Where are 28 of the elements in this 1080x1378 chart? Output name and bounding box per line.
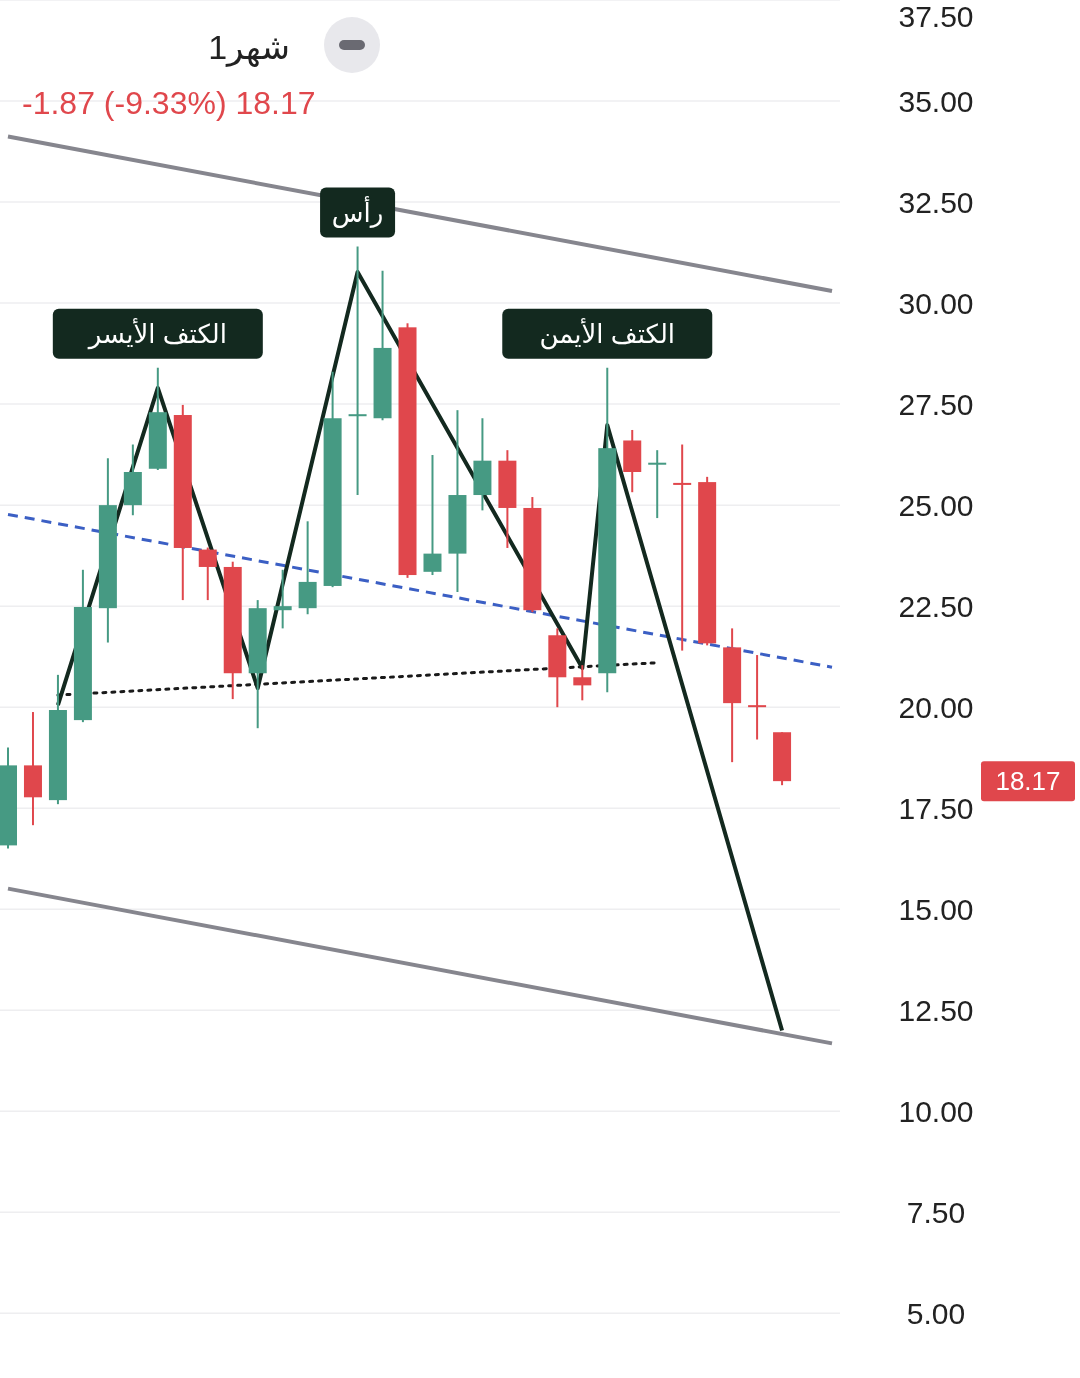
y-tick-label: 20.00 (898, 690, 974, 724)
y-tick-label: 25.00 (898, 488, 974, 522)
y-tick-label: 17.50 (898, 791, 974, 825)
candlestick (573, 664, 592, 702)
candlestick (673, 443, 692, 652)
y-tick-label: 30.00 (898, 286, 974, 320)
text: 1شهر (208, 27, 290, 68)
y-tick-label: 22.50 (898, 589, 974, 623)
candlestick (348, 245, 367, 497)
candlestick (198, 546, 217, 602)
candlestick (648, 449, 667, 520)
text: 18.17 (995, 766, 1061, 797)
y-tick-label: 27.50 (898, 387, 974, 421)
candlestick (748, 654, 767, 741)
y-tick-label: 7.50 (906, 1195, 966, 1229)
y-tick-label: 32.50 (898, 185, 974, 219)
annotation: الكتف الأيسر (86, 316, 227, 350)
y-tick-label: 35.00 (898, 84, 974, 118)
annotation: رأس (331, 194, 384, 228)
y-tick-label: 37.50 (898, 0, 974, 33)
annotation: الكتف الأيمن (539, 316, 676, 350)
text: -1.87 (-9.33%) 18.17 (22, 85, 316, 122)
y-tick-label: 10.00 (898, 1094, 974, 1128)
y-tick-label: 12.50 (898, 993, 974, 1027)
y-tick-label: 5.00 (906, 1296, 966, 1330)
y-tick-label: 15.00 (898, 892, 974, 926)
candlestick (423, 454, 442, 577)
candlestick (273, 568, 292, 630)
